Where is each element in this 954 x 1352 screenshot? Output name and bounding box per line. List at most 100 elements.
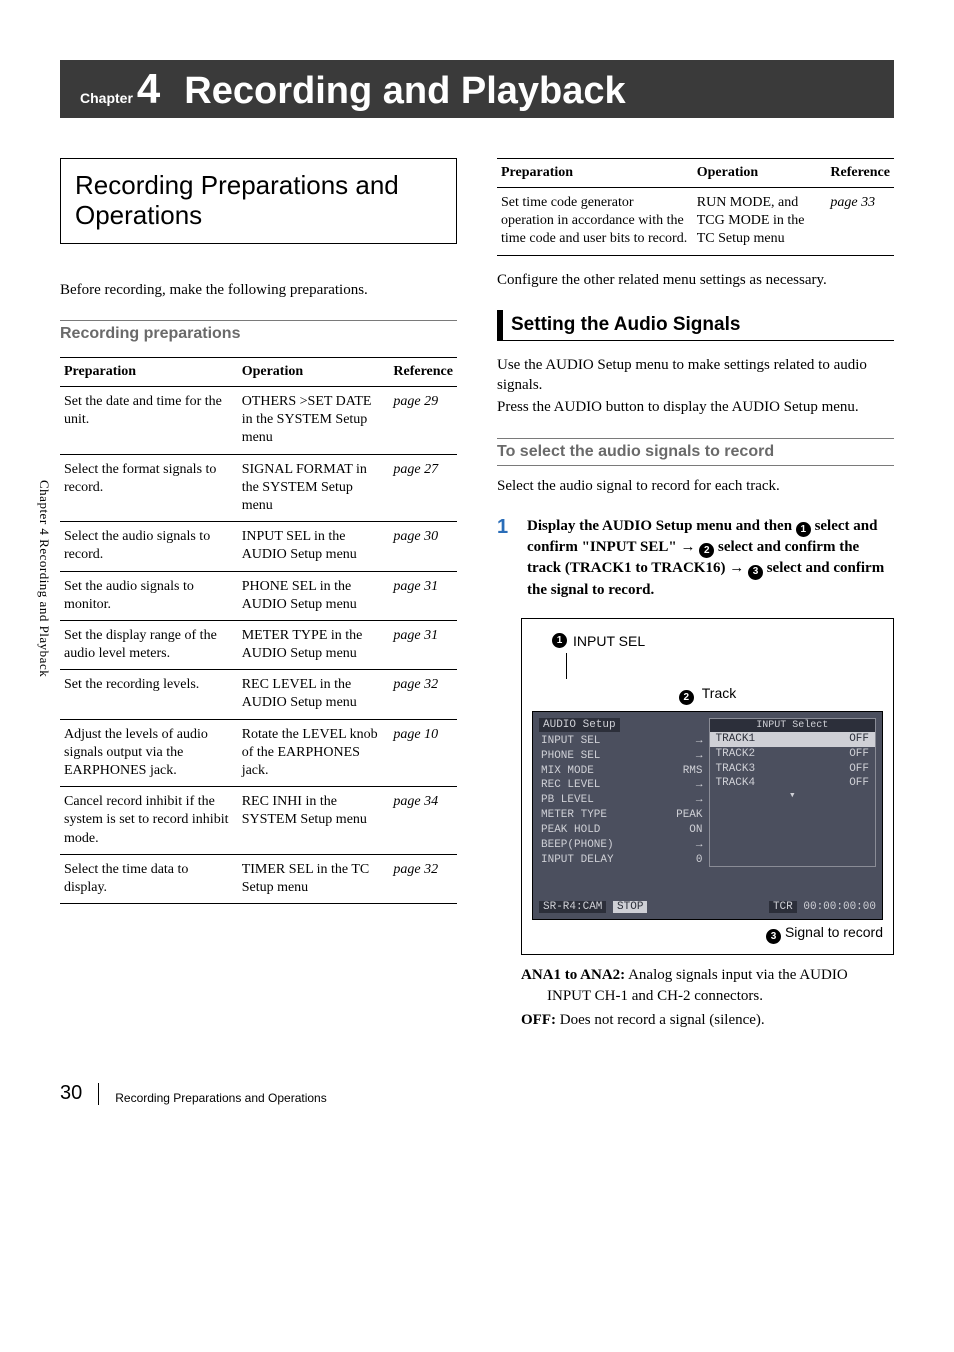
left-column: Recording Preparations and Operations Be… (60, 158, 457, 1034)
callout-3-icon: 3 (766, 929, 781, 944)
lcd-row: METER TYPEPEAK (539, 808, 705, 823)
lcd-status-stop: STOP (613, 901, 647, 913)
cell-ref: page 10 (389, 719, 457, 787)
lcd-right-title: INPUT Select (710, 719, 876, 732)
lcd-row: PEAK HOLDON (539, 823, 705, 838)
table-row: Set the audio signals to monitor.PHONE S… (60, 571, 457, 620)
cell-op: TIMER SEL in the TC Setup menu (238, 854, 390, 903)
cell-op: PHONE SEL in the AUDIO Setup menu (238, 571, 390, 620)
lcd-track-row: TRACK4OFF (710, 776, 876, 791)
table-row: Select the format signals to record.SIGN… (60, 454, 457, 522)
step-text: Display the AUDIO Setup menu and then 1 … (527, 516, 894, 600)
bullet-1-icon: 1 (796, 522, 811, 537)
select-signals-heading: To select the audio signals to record (497, 438, 894, 466)
cell-prep: Select the audio signals to record. (60, 522, 238, 571)
table-row: Set the display range of the audio level… (60, 620, 457, 669)
th-preparation: Preparation (60, 358, 238, 387)
chapter-title: Recording and Playback (184, 72, 625, 110)
cell-prep: Select the format signals to record. (60, 454, 238, 522)
th-reference: Reference (826, 159, 894, 188)
cell-prep: Set the date and time for the unit. (60, 387, 238, 455)
lcd-menu-title: AUDIO Setup (539, 718, 620, 732)
cell-ref: page 31 (389, 620, 457, 669)
step-number: 1 (497, 516, 515, 600)
bullet-2-icon: 2 (699, 543, 714, 558)
table-row: Adjust the levels of audio signals outpu… (60, 719, 457, 787)
lcd-status-tcr: TCR (769, 901, 797, 913)
cell-ref: page 33 (826, 188, 894, 256)
lcd-status-tc: 00:00:00:00 (803, 901, 876, 913)
audio-body2: Press the AUDIO button to display the AU… (497, 397, 894, 417)
cell-prep: Select the time data to display. (60, 854, 238, 903)
lcd-screen: AUDIO Setup INPUT SEL→PHONE SEL→MIX MODE… (532, 711, 883, 921)
cell-ref: page 32 (389, 670, 457, 719)
th-reference: Reference (389, 358, 457, 387)
section-title-box: Recording Preparations and Operations (60, 158, 457, 244)
cell-op: SIGNAL FORMAT in the SYSTEM Setup menu (238, 454, 390, 522)
callout-1-label: INPUT SEL (573, 633, 645, 649)
footer-title: Recording Preparations and Operations (115, 1091, 326, 1105)
table-row: Select the time data to display.TIMER SE… (60, 854, 457, 903)
section-title: Recording Preparations and Operations (75, 171, 442, 231)
step-1: 1 Display the AUDIO Setup menu and then … (497, 516, 894, 600)
def-ana: ANA1 to ANA2: Analog signals input via t… (521, 965, 894, 1006)
audio-heading-text: Setting the Audio Signals (503, 310, 894, 341)
lcd-track-row: TRACK2OFF (710, 747, 876, 762)
step-a: Display the AUDIO Setup menu and then (527, 518, 796, 534)
th-preparation: Preparation (497, 159, 693, 188)
table-row: Cancel record inhibit if the system is s… (60, 787, 457, 855)
lcd-status-left: SR-R4:CAM (539, 901, 606, 913)
lcd-row: INPUT SEL→ (539, 734, 705, 749)
table-row: Set the date and time for the unit.OTHER… (60, 387, 457, 455)
chapter-number: 4 (137, 68, 160, 110)
cell-ref: page 27 (389, 454, 457, 522)
cell-ref: page 29 (389, 387, 457, 455)
def-off-text: Does not record a signal (silence). (556, 1012, 765, 1028)
cell-prep: Set the recording levels. (60, 670, 238, 719)
right-column: Preparation Operation Reference Set time… (497, 158, 894, 1034)
cell-prep: Set the display range of the audio level… (60, 620, 238, 669)
lcd-track-row: TRACK1OFF (710, 732, 876, 747)
side-chapter-label: Chapter 4 Recording and Playback (36, 480, 52, 677)
recording-prep-heading: Recording preparations (60, 320, 457, 343)
page-number: 30 (60, 1082, 82, 1105)
th-operation: Operation (238, 358, 390, 387)
screen-diagram: 1 INPUT SEL 2 Track AUDIO Setup INPUT SE… (521, 618, 894, 956)
cell-op: REC LEVEL in the AUDIO Setup menu (238, 670, 390, 719)
cell-prep: Set the audio signals to monitor. (60, 571, 238, 620)
def-off: OFF: Does not record a signal (silence). (521, 1010, 894, 1030)
definitions: ANA1 to ANA2: Analog signals input via t… (521, 965, 894, 1030)
cell-ref: page 31 (389, 571, 457, 620)
lcd-row: INPUT DELAY0 (539, 853, 705, 868)
def-off-term: OFF: (521, 1012, 556, 1028)
table-row: Set the recording levels.REC LEVEL in th… (60, 670, 457, 719)
after-table-text: Configure the other related menu setting… (497, 270, 894, 290)
audio-body3: Select the audio signal to record for ea… (497, 476, 894, 496)
def-ana-term: ANA1 to ANA2: (521, 967, 625, 983)
th-operation: Operation (693, 159, 827, 188)
footer-divider (98, 1083, 99, 1105)
callout-3-label: Signal to record (785, 924, 883, 940)
cell-prep: Adjust the levels of audio signals outpu… (60, 719, 238, 787)
cell-op: METER TYPE in the AUDIO Setup menu (238, 620, 390, 669)
bullet-3-icon: 3 (748, 565, 763, 580)
cell-op: OTHERS >SET DATE in the SYSTEM Setup men… (238, 387, 390, 455)
cell-ref: page 34 (389, 787, 457, 855)
table-row: Select the audio signals to record.INPUT… (60, 522, 457, 571)
cell-ref: page 32 (389, 854, 457, 903)
chapter-banner: Chapter 4 Recording and Playback (60, 60, 894, 118)
callout-2-icon: 2 (679, 690, 694, 705)
cell-op: RUN MODE, and TCG MODE in the TC Setup m… (693, 188, 827, 256)
prep-table-left: Preparation Operation Reference Set the … (60, 357, 457, 904)
cell-op: INPUT SEL in the AUDIO Setup menu (238, 522, 390, 571)
audio-body1: Use the AUDIO Setup menu to make setting… (497, 355, 894, 396)
callout-1-icon: 1 (552, 633, 567, 648)
cell-op: REC INHI in the SYSTEM Setup menu (238, 787, 390, 855)
page-footer: 30 Recording Preparations and Operations (60, 1082, 894, 1105)
audio-heading: Setting the Audio Signals (497, 310, 894, 341)
prep-table-right: Preparation Operation Reference Set time… (497, 158, 894, 256)
lcd-row: REC LEVEL→ (539, 778, 705, 793)
lcd-row: BEEP(PHONE)→ (539, 838, 705, 853)
cell-prep: Cancel record inhibit if the system is s… (60, 787, 238, 855)
intro-text: Before recording, make the following pre… (60, 280, 457, 300)
